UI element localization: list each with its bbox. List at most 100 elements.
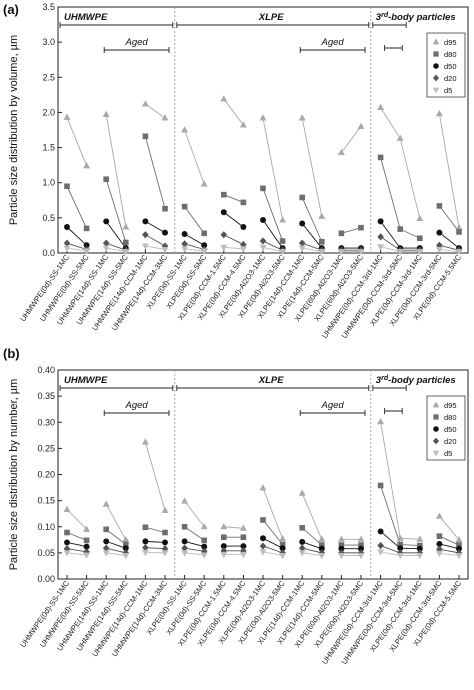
legend-entry: d5	[444, 86, 452, 95]
data-point-d50	[397, 545, 404, 552]
series-line-d80	[145, 526, 166, 533]
data-point-d95	[435, 110, 443, 117]
data-point-d50	[416, 545, 423, 552]
data-point-d95	[200, 522, 208, 530]
series-line-d5	[184, 248, 205, 252]
series-line-d20	[262, 545, 283, 554]
data-point-d95	[63, 505, 71, 512]
data-point-d50	[299, 220, 306, 227]
aged-label: Aged	[321, 37, 345, 48]
series-line-d50	[184, 540, 205, 548]
legend-box	[426, 395, 466, 461]
data-point-d50	[318, 545, 325, 552]
data-point-d5	[83, 248, 91, 255]
series-line-d50	[439, 543, 460, 550]
data-point-d80	[162, 205, 168, 212]
data-point-d5	[455, 249, 463, 256]
data-point-d80	[416, 542, 423, 549]
data-point-d80	[358, 542, 364, 548]
data-point-d95	[416, 535, 424, 542]
data-point-d5	[279, 553, 287, 560]
group-label: UHMWPE	[64, 12, 108, 23]
data-point-d80	[240, 199, 247, 206]
series-line-d80	[301, 527, 323, 546]
data-point-d80	[83, 225, 90, 232]
data-point-d5	[239, 551, 247, 559]
data-point-d80	[397, 226, 404, 232]
legend-entry: d80	[444, 413, 457, 422]
series-line-d95	[341, 126, 362, 153]
data-point-d5	[181, 550, 189, 557]
data-point-d95	[357, 535, 365, 542]
series-line-d95	[223, 98, 244, 126]
data-point-d20	[259, 237, 267, 245]
series-line-d95	[262, 487, 284, 539]
group-label-part: 3	[376, 375, 382, 386]
group-label-part: -body particles	[388, 12, 456, 23]
series-line-d95	[301, 493, 323, 540]
data-point-d5	[161, 550, 169, 557]
data-point-d50	[456, 545, 462, 552]
data-point-d80	[220, 191, 227, 198]
data-point-d80	[456, 542, 462, 548]
series-line-d80	[66, 532, 87, 541]
data-point-d20	[102, 544, 110, 552]
legend-marker-d50	[433, 426, 439, 432]
data-point-d5	[298, 245, 306, 252]
data-point-d50	[240, 543, 247, 550]
data-point-d50	[377, 528, 384, 535]
series-line-d80	[262, 188, 284, 242]
series-line-d95	[184, 129, 205, 185]
data-point-d5	[122, 553, 130, 560]
data-point-d80	[299, 524, 306, 531]
data-point-d20	[220, 547, 228, 555]
data-point-d80	[240, 534, 247, 541]
data-point-d80	[181, 203, 188, 210]
series-line-d50	[184, 233, 205, 246]
data-point-d80	[260, 517, 266, 523]
aged-label: Aged	[125, 400, 149, 411]
series-line-d5	[439, 552, 460, 556]
data-point-d95	[455, 223, 463, 231]
series-line-d80	[262, 519, 283, 545]
series-line-d95	[439, 516, 460, 541]
series-line-d95	[438, 113, 460, 228]
data-point-d5	[220, 244, 228, 252]
chart-panel-1: (a) 0.0 0.5 1.0 1.5 2.0 2.5 3.0 3.5 Particle size…	[3, 2, 469, 340]
group-label: XLPE	[258, 12, 284, 23]
legend-entry: d95	[444, 401, 457, 410]
data-point-d5	[200, 248, 208, 255]
series-line-d50	[223, 211, 244, 228]
series-line-d80	[184, 206, 205, 234]
series-line-d95	[301, 117, 323, 217]
data-point-d5	[455, 553, 463, 560]
data-point-d50	[103, 538, 110, 545]
data-point-d20	[142, 544, 149, 552]
data-point-d80	[142, 524, 149, 531]
data-point-d20	[63, 239, 71, 247]
data-point-d50	[181, 231, 188, 237]
aged-label: Aged	[125, 37, 149, 48]
data-point-d50	[181, 538, 188, 545]
legend-entry: d50	[444, 425, 457, 434]
data-point-d20	[142, 231, 149, 239]
data-point-d95	[435, 512, 443, 519]
data-point-d20	[377, 233, 384, 241]
data-point-d95	[318, 535, 326, 542]
data-point-d5	[200, 552, 208, 559]
data-point-d95	[377, 417, 385, 425]
y-tick-label: 0.20	[37, 470, 55, 480]
data-point-d50	[64, 224, 70, 230]
y-axis-label: Particle size distribution by number, µm	[8, 379, 20, 571]
data-point-d95	[239, 121, 247, 128]
data-point-d20	[181, 544, 188, 552]
data-point-d20	[298, 239, 306, 247]
data-point-d5	[141, 243, 149, 250]
data-point-d50	[83, 242, 90, 249]
legend-marker-d80	[433, 414, 439, 420]
legend-entry: d20	[444, 74, 457, 83]
data-point-d5	[102, 550, 110, 557]
data-point-d5	[318, 553, 326, 560]
data-point-d5	[357, 553, 365, 560]
data-point-d95	[298, 114, 306, 121]
